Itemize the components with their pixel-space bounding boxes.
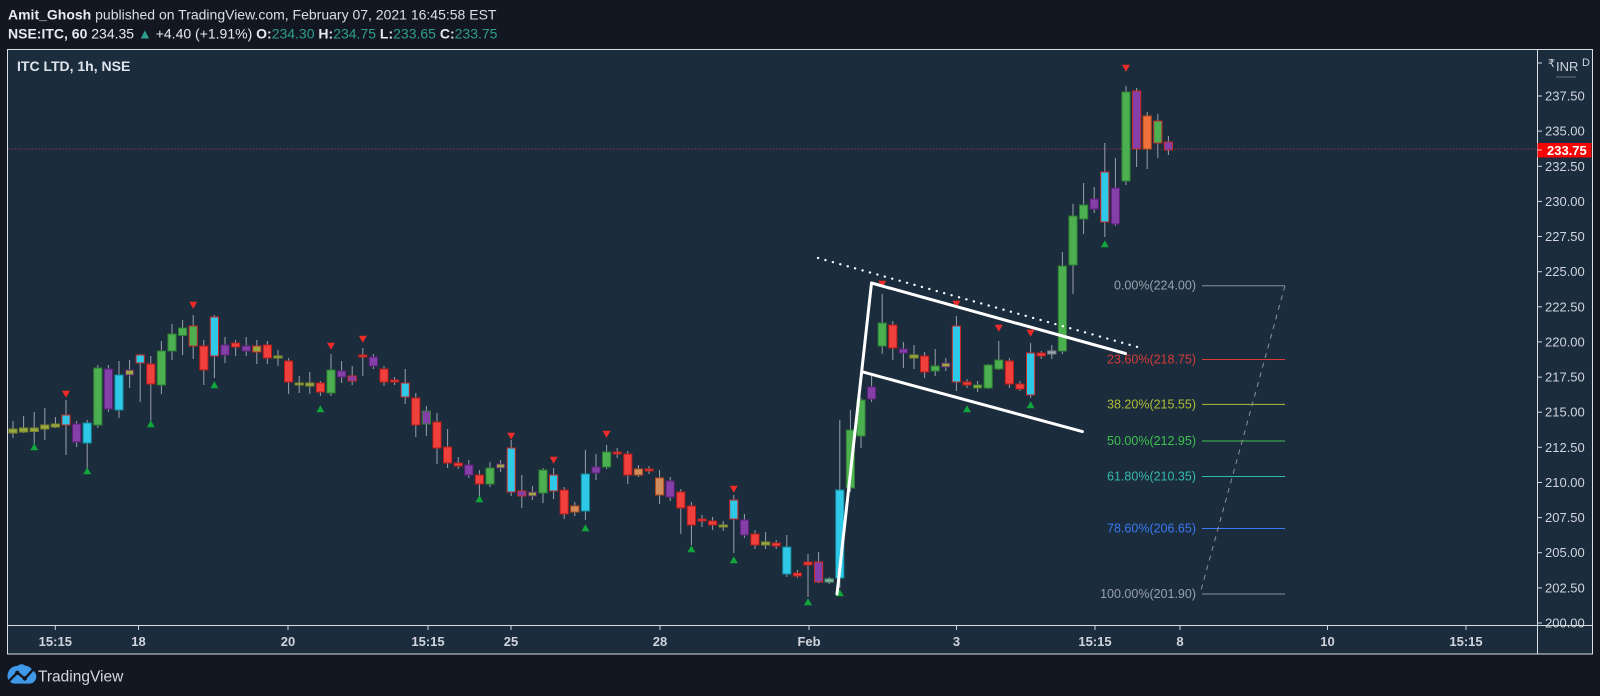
svg-text:₹: ₹ [1548, 58, 1555, 70]
svg-text:237.50: 237.50 [1545, 89, 1585, 104]
svg-text:202.50: 202.50 [1545, 580, 1585, 595]
svg-text:NSE:ITC, 60 234.35 ▲ +4.40 (+1: NSE:ITC, 60 234.35 ▲ +4.40 (+1.91%) O:23… [8, 26, 498, 42]
svg-text:20: 20 [281, 634, 295, 649]
svg-text:230.00: 230.00 [1545, 194, 1585, 209]
svg-text:215.00: 215.00 [1545, 405, 1585, 420]
svg-text:200.00: 200.00 [1545, 616, 1585, 631]
svg-text:225.00: 225.00 [1545, 264, 1585, 279]
svg-text:207.50: 207.50 [1545, 510, 1585, 525]
svg-text:61.80%(210.35): 61.80%(210.35) [1107, 470, 1196, 484]
svg-text:227.50: 227.50 [1545, 229, 1585, 244]
svg-text:15:15: 15:15 [1078, 634, 1111, 649]
svg-text:15:15: 15:15 [411, 634, 444, 649]
svg-text:100.00%(201.90): 100.00%(201.90) [1100, 587, 1196, 601]
svg-text:Feb: Feb [797, 634, 820, 649]
svg-text:Amit_Ghosh published on Tradin: Amit_Ghosh published on TradingView.com,… [8, 7, 497, 23]
svg-text:220.00: 220.00 [1545, 334, 1585, 349]
svg-text:3: 3 [953, 634, 960, 649]
svg-text:38.20%(215.55): 38.20%(215.55) [1107, 397, 1196, 411]
svg-text:10: 10 [1320, 634, 1334, 649]
svg-text:0.00%(224.00): 0.00%(224.00) [1114, 279, 1196, 293]
svg-text:23.60%(218.75): 23.60%(218.75) [1107, 353, 1196, 367]
svg-text:INR: INR [1556, 59, 1578, 74]
svg-text:205.00: 205.00 [1545, 545, 1585, 560]
svg-text:232.50: 232.50 [1545, 159, 1585, 174]
svg-text:210.00: 210.00 [1545, 475, 1585, 490]
svg-text:222.50: 222.50 [1545, 299, 1585, 314]
svg-text:78.60%(206.65): 78.60%(206.65) [1107, 522, 1196, 536]
svg-text:212.50: 212.50 [1545, 440, 1585, 455]
svg-text:18: 18 [131, 634, 145, 649]
svg-text:TradingView: TradingView [38, 669, 124, 686]
svg-text:15:15: 15:15 [1449, 634, 1482, 649]
svg-text:D: D [1582, 57, 1590, 69]
svg-text:28: 28 [653, 634, 667, 649]
svg-text:8: 8 [1176, 634, 1183, 649]
svg-text:ITC LTD, 1h, NSE: ITC LTD, 1h, NSE [17, 58, 130, 74]
svg-text:15:15: 15:15 [39, 634, 72, 649]
svg-text:25: 25 [504, 634, 518, 649]
svg-text:217.50: 217.50 [1545, 370, 1585, 385]
svg-text:235.00: 235.00 [1545, 124, 1585, 139]
svg-text:233.75: 233.75 [1547, 143, 1587, 158]
svg-text:50.00%(212.95): 50.00%(212.95) [1107, 434, 1196, 448]
